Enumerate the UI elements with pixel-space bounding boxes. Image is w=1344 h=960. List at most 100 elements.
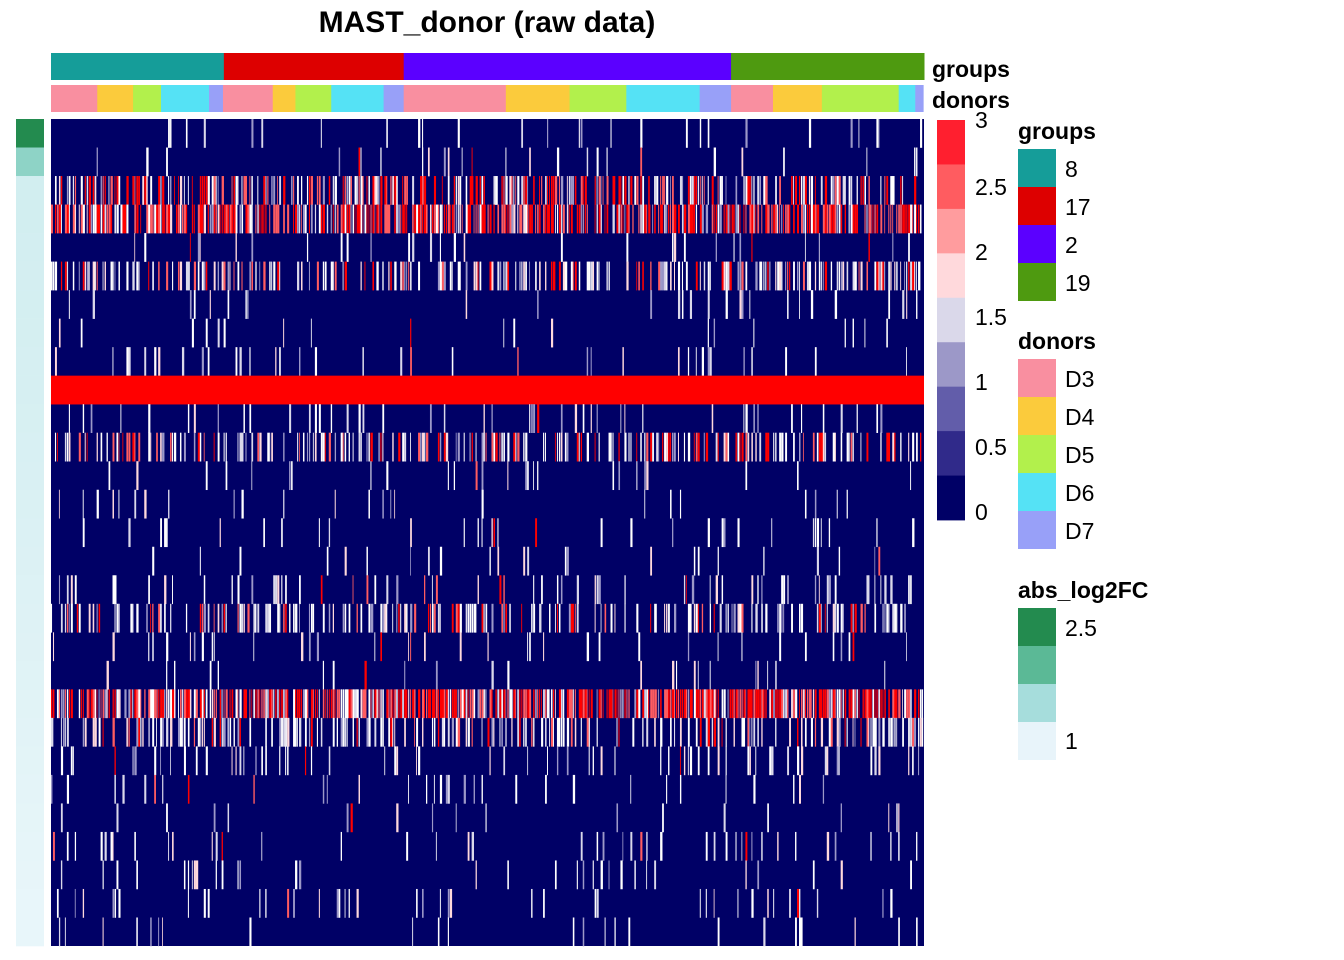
heatmap-cell (126, 432, 129, 462)
heatmap-cell (215, 204, 217, 234)
heatmap-cell (511, 689, 513, 719)
heatmap-cell (721, 575, 724, 605)
heatmap-cell (894, 717, 896, 747)
heatmap-cell (896, 261, 898, 291)
heatmap-cell (475, 432, 477, 462)
heatmap-cell (408, 774, 410, 804)
heatmap-cell (255, 746, 257, 776)
heatmap-cell (735, 432, 737, 462)
heatmap-cell (497, 689, 500, 719)
heatmap-cell (501, 432, 503, 462)
heatmap-cell (497, 546, 500, 576)
heatmap-cell (840, 860, 843, 890)
heatmap-cell (864, 603, 866, 633)
heatmap-cell (533, 461, 534, 491)
heatmap-cell (150, 917, 152, 947)
heatmap-cell (501, 717, 503, 747)
heatmap-cell (138, 176, 140, 205)
heatmap-cell (148, 432, 151, 462)
heatmap-cell (753, 404, 755, 433)
heatmap-cell (501, 176, 503, 205)
heatmap-cell (126, 176, 129, 205)
heatmap-cell (880, 689, 882, 719)
heatmap-cell (545, 204, 547, 234)
heatmap-cell (749, 204, 752, 234)
heatmap-cell (820, 432, 823, 462)
heatmap-cell (471, 603, 474, 633)
heatmap-cell (717, 632, 719, 662)
heatmap-cell (410, 689, 412, 719)
heatmap-cell (658, 261, 661, 291)
heatmap-cell (779, 261, 782, 291)
heatmap-cell (279, 717, 282, 747)
heatmap-cell (517, 176, 520, 205)
heatmap-cell (181, 689, 184, 719)
heatmap-cell (908, 233, 910, 262)
heatmap-cell (273, 261, 276, 291)
heatmap-row (51, 774, 825, 804)
heatmap-cell (64, 689, 67, 719)
heatmap-cell (697, 546, 700, 576)
heatmap-cell (148, 404, 151, 433)
heatmap-cell (896, 603, 898, 633)
heatmap-cell (70, 746, 73, 776)
heatmap-cell (181, 347, 185, 376)
heatmap-cell (620, 176, 622, 205)
heatmap-cell (346, 717, 348, 747)
heatmap-cell (582, 404, 585, 433)
heatmap-cell (233, 489, 235, 519)
heatmap-cell (699, 119, 702, 148)
heatmap-cell (136, 176, 139, 205)
heatmap-cell (797, 461, 799, 491)
heatmap-cell (656, 689, 658, 719)
heatmap-cell (797, 717, 799, 747)
heatmap-cell (840, 204, 843, 234)
heatmap-cell (800, 603, 804, 633)
heatmap-cell (652, 432, 654, 462)
heatmap-cell (346, 404, 349, 433)
heatmap-cell (287, 689, 289, 719)
heatmap-cell (624, 176, 627, 205)
donors-annotation-label: donors (932, 87, 1010, 113)
heatmap-cell (630, 432, 632, 462)
heatmap-cell (56, 689, 59, 719)
heatmap-cell (316, 632, 319, 662)
heatmap-cell (779, 689, 782, 719)
heatmap-cell (787, 290, 789, 319)
heatmap-cell (66, 774, 70, 804)
heatmap-cell (304, 746, 307, 776)
heatmap-cell (511, 176, 513, 205)
heatmap-cell (158, 603, 161, 633)
heatmap-cell (745, 432, 748, 462)
heatmap-cell (556, 204, 559, 234)
heatmap-cell (457, 176, 460, 205)
heatmap-cell (449, 888, 453, 918)
heatmap-cell (316, 717, 318, 747)
heatmap-cell (263, 689, 265, 719)
heatmap-cell (549, 689, 551, 719)
heatmap-cell (608, 860, 610, 890)
heatmap-cell (471, 176, 474, 205)
heatmap-cell (118, 689, 121, 719)
heatmap-cell (660, 717, 663, 747)
heatmap-cell (66, 204, 70, 234)
heatmap-cell (677, 261, 681, 291)
heatmap-cell (162, 176, 165, 205)
heatmap-cell (834, 204, 837, 234)
heatmap-cell (814, 489, 817, 519)
heatmap-cell (342, 603, 345, 633)
heatmap-cell (800, 717, 803, 747)
heatmap-cell (229, 689, 231, 719)
heatmap-cell (374, 717, 377, 747)
heatmap-cell (908, 432, 910, 462)
log2fc-legend-swatch (1018, 608, 1056, 646)
heatmap-cell (626, 689, 628, 719)
heatmap-cell (322, 774, 325, 804)
heatmap-cell (358, 147, 361, 177)
heatmap-cell (689, 689, 693, 719)
heatmap-cell (604, 603, 607, 633)
heatmap-cell (737, 888, 739, 918)
heatmap-cell (136, 204, 139, 234)
heatmap-cell (910, 261, 913, 291)
heatmap-cell (326, 546, 329, 576)
